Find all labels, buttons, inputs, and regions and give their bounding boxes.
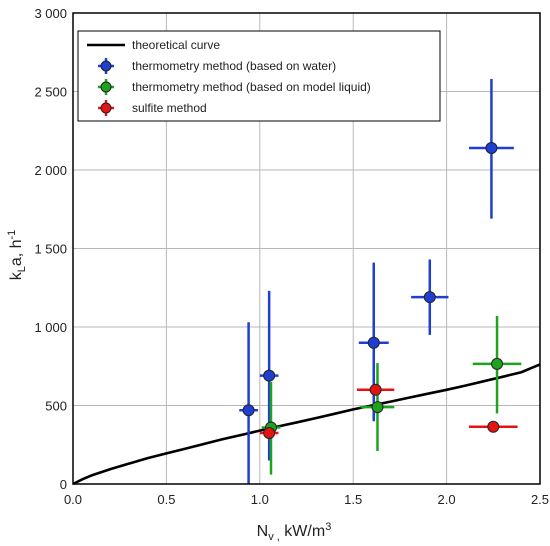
data-point: [367, 336, 380, 349]
x-axis-title-sup: 3: [325, 521, 331, 533]
legend-marker: [100, 81, 112, 93]
x-axis-title-sub: v ,: [268, 531, 280, 543]
legend-items: theoretical curve thermometry method (bas…: [87, 38, 371, 116]
y-axis-ticks: 0 500 1 000 1 500 2 000 2 500 3 000: [34, 6, 67, 492]
plot-frame: [72, 12, 541, 485]
data-point: [485, 142, 498, 155]
data-point: [263, 426, 276, 439]
legend-label: thermometry method (based on water): [132, 59, 336, 73]
y-axis-title-sup: -1: [6, 230, 18, 240]
data-point: [491, 357, 504, 370]
y-axis-title-sub: L: [16, 266, 28, 272]
legend-item-theoretical-curve: theoretical curve: [87, 38, 220, 52]
theoretical-curve-line: [72, 363, 541, 486]
data-point: [423, 291, 436, 304]
y-tick-label: 2 000: [34, 163, 67, 178]
y-tick-label: 500: [45, 399, 67, 414]
x-tick-label: 2.5: [531, 492, 549, 507]
y-axis-title-unit: a, h: [8, 239, 25, 266]
x-axis-ticks: 0.0 0.5 1.0 1.5 2.0 2.5: [64, 492, 549, 507]
x-tick-label: 2.0: [438, 492, 456, 507]
legend-label: sulfite method: [132, 101, 207, 115]
legend-marker: [100, 60, 112, 72]
legend-label: theoretical curve: [132, 38, 220, 52]
x-tick-label: 0.0: [64, 492, 82, 507]
series-thermometry-method-based-on-model-liquid: [261, 316, 522, 475]
x-axis-title-unit: kW/m: [280, 523, 325, 540]
series-sulfite-method: [259, 383, 518, 439]
legend: theoretical curve thermometry method (bas…: [77, 30, 441, 122]
x-axis-title-main: N: [257, 523, 269, 540]
y-tick-label: 2 500: [34, 85, 67, 100]
y-tick-label: 1 000: [34, 320, 67, 335]
legend-label: thermometry method (based on model liqui…: [132, 80, 371, 94]
x-tick-label: 1.5: [344, 492, 362, 507]
data-point: [369, 383, 382, 396]
data-point: [242, 404, 255, 417]
x-tick-label: 1.0: [251, 492, 269, 507]
data-point: [487, 420, 500, 433]
y-axis-title: kLa, h-1: [6, 230, 28, 281]
x-tick-label: 0.5: [157, 492, 175, 507]
legend-item-sulfite-method: sulfite method: [98, 100, 207, 116]
x-axis-title: Nv , kW/m3: [257, 521, 332, 543]
y-tick-label: 3 000: [34, 6, 67, 21]
legend-item-thermometry-method-based-on-model-liquid: thermometry method (based on model liqui…: [98, 79, 371, 95]
legend-item-thermometry-method-based-on-water: thermometry method (based on water): [98, 58, 336, 74]
series-layer: [72, 78, 541, 486]
legend-marker: [100, 102, 112, 114]
data-point: [371, 401, 384, 414]
legend-box: [77, 30, 441, 122]
y-tick-label: 0: [60, 477, 67, 492]
y-axis-title-main: k: [8, 271, 25, 280]
y-tick-label: 1 500: [34, 242, 67, 257]
data-point: [263, 369, 276, 382]
